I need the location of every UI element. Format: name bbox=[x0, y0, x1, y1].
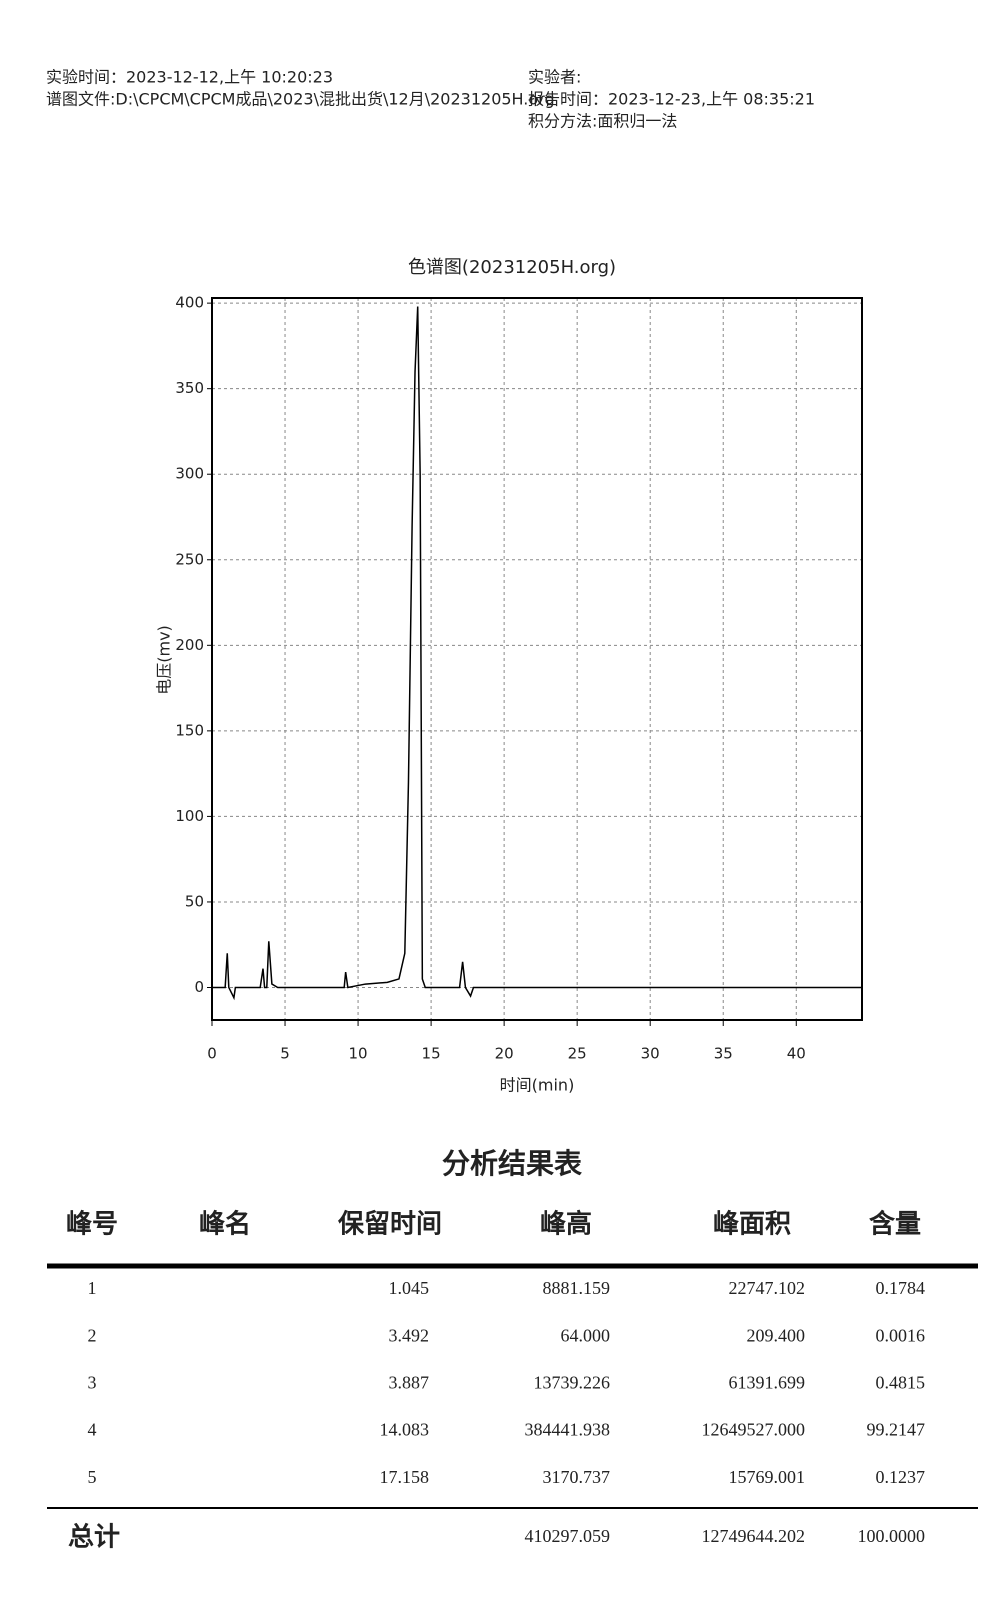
x-tick-label: 35 bbox=[714, 1045, 733, 1063]
x-tick-label: 10 bbox=[349, 1045, 368, 1063]
x-tick-label: 25 bbox=[568, 1045, 587, 1063]
cell-content: 0.1784 bbox=[876, 1278, 926, 1298]
chart-title: 色谱图(20231205H.org) bbox=[408, 257, 616, 278]
x-tick-label: 15 bbox=[422, 1045, 441, 1063]
cell-area: 15769.001 bbox=[729, 1467, 806, 1487]
x-tick-label: 0 bbox=[207, 1045, 217, 1063]
cell-content: 99.2147 bbox=[867, 1420, 926, 1440]
peak-id: 4 bbox=[88, 1420, 97, 1440]
cell-time: 14.083 bbox=[380, 1420, 430, 1440]
cell-time: 3.492 bbox=[389, 1325, 430, 1345]
cell-height: 384441.938 bbox=[525, 1420, 611, 1440]
cell-time: 3.887 bbox=[389, 1373, 430, 1393]
cell-height: 13739.226 bbox=[534, 1373, 611, 1393]
cell-time: 1.045 bbox=[389, 1278, 430, 1298]
column-header: 含量 bbox=[869, 1209, 921, 1240]
x-tick-label: 5 bbox=[280, 1045, 290, 1063]
x-tick-label: 20 bbox=[495, 1045, 514, 1063]
y-axis-label: 电压(mv) bbox=[155, 625, 174, 695]
total-label: 总计 bbox=[68, 1523, 120, 1553]
cell-content: 0.1237 bbox=[876, 1467, 926, 1487]
peak-id: 2 bbox=[88, 1325, 97, 1345]
header-left-0: 实验时间：2023-12-12,上午 10:20:23 bbox=[46, 68, 333, 87]
y-tick-label: 350 bbox=[175, 379, 204, 397]
peak-id: 1 bbox=[88, 1278, 97, 1298]
cell-content: 0.0016 bbox=[876, 1325, 926, 1345]
y-tick-label: 250 bbox=[175, 550, 204, 568]
x-axis-label: 时间(min) bbox=[500, 1076, 575, 1095]
cell-height: 3170.737 bbox=[543, 1467, 611, 1487]
y-tick-label: 300 bbox=[175, 465, 204, 483]
column-header: 峰名 bbox=[199, 1209, 251, 1240]
y-tick-label: 100 bbox=[175, 807, 204, 825]
x-tick-label: 40 bbox=[787, 1045, 806, 1063]
total-area: 12749644.202 bbox=[702, 1526, 806, 1546]
header-right-1: 报告时间：2023-12-23,上午 08:35:21 bbox=[528, 90, 815, 109]
y-tick-label: 0 bbox=[194, 978, 204, 996]
y-tick-label: 200 bbox=[175, 636, 204, 654]
header-left-1: 谱图文件:D:\CPCM\CPCM成品\2023\混批出货\12月\202312… bbox=[46, 90, 555, 109]
y-tick-label: 150 bbox=[175, 721, 204, 739]
cell-height: 64.000 bbox=[561, 1325, 611, 1345]
total-height: 410297.059 bbox=[525, 1526, 611, 1546]
cell-area: 61391.699 bbox=[729, 1373, 806, 1393]
cell-content: 0.4815 bbox=[876, 1373, 926, 1393]
peak-id: 3 bbox=[88, 1373, 97, 1393]
header-right-2: 积分方法:面积归一法 bbox=[528, 112, 677, 131]
column-header: 保留时间 bbox=[337, 1210, 442, 1240]
cell-area: 12649527.000 bbox=[702, 1420, 806, 1440]
cell-time: 17.158 bbox=[380, 1467, 430, 1487]
cell-height: 8881.159 bbox=[543, 1278, 611, 1298]
peak-id: 5 bbox=[88, 1467, 97, 1487]
cell-area: 209.400 bbox=[747, 1325, 806, 1345]
plot-frame bbox=[211, 297, 863, 1021]
table-title: 分析结果表 bbox=[442, 1147, 582, 1180]
y-tick-label: 400 bbox=[175, 294, 204, 312]
x-tick-label: 30 bbox=[641, 1045, 660, 1063]
column-header: 峰面积 bbox=[713, 1210, 791, 1240]
column-header: 峰高 bbox=[540, 1209, 592, 1240]
y-tick-label: 50 bbox=[185, 892, 204, 910]
column-header: 峰号 bbox=[66, 1210, 118, 1240]
cell-area: 22747.102 bbox=[729, 1278, 806, 1298]
chromatogram-line bbox=[212, 306, 862, 1001]
header-right-0: 实验者: bbox=[528, 68, 581, 87]
total-content: 100.0000 bbox=[858, 1526, 926, 1546]
